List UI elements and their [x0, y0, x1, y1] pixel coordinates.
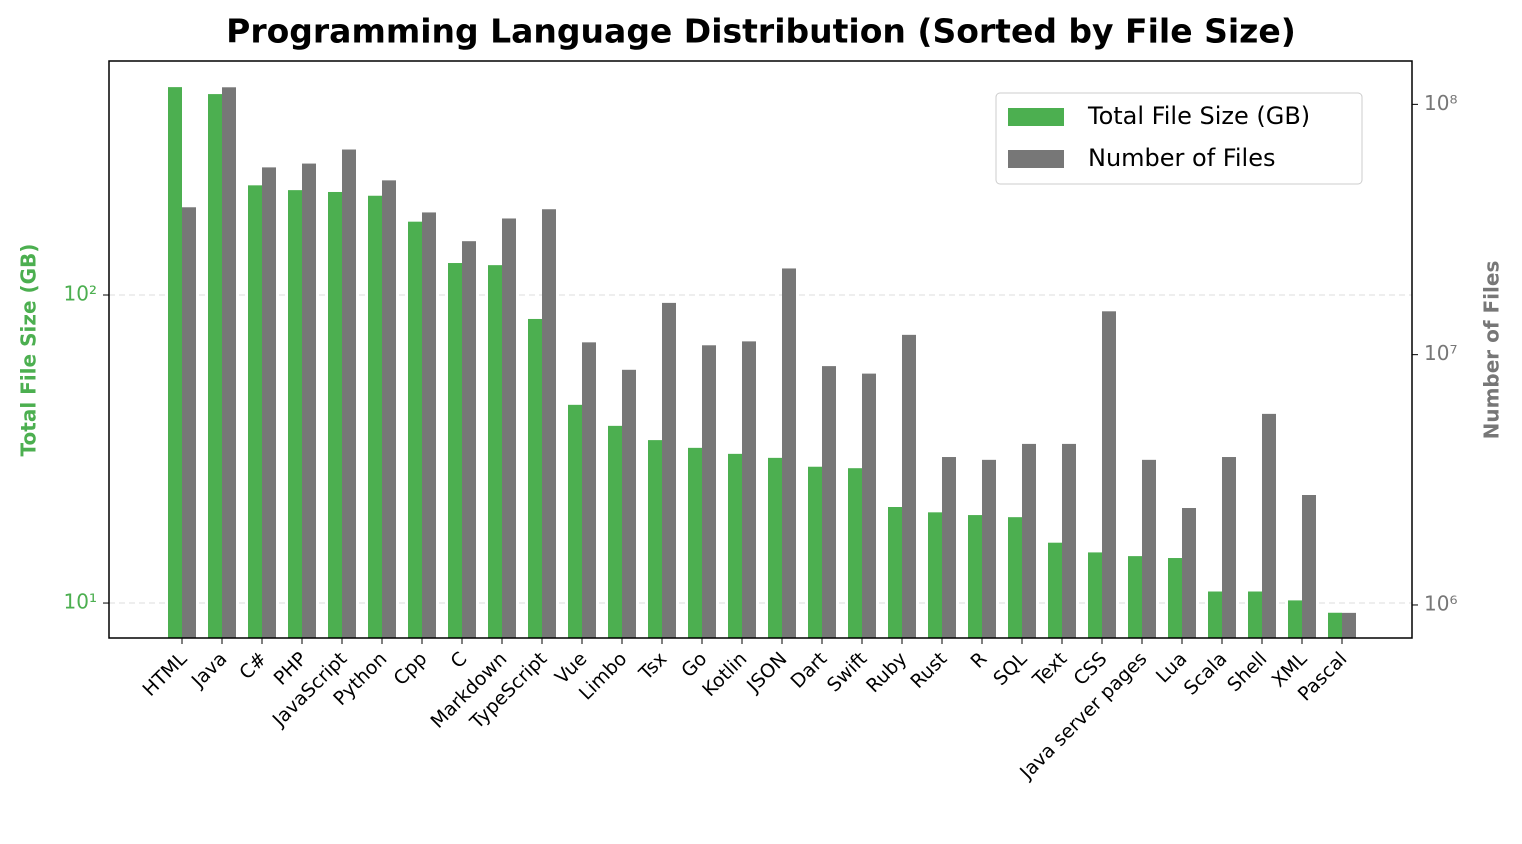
bar [582, 342, 596, 638]
bar [1102, 311, 1116, 638]
bar [688, 447, 702, 638]
bar [448, 263, 462, 638]
x-tick-label: Java [187, 648, 232, 693]
bar [928, 512, 942, 638]
legend-label: Total File Size (GB) [1087, 102, 1310, 130]
x-tick-label: Text [1028, 648, 1071, 691]
bar [222, 87, 236, 639]
legend-swatch [1008, 108, 1064, 126]
bar [1302, 495, 1316, 638]
bar [1262, 413, 1276, 638]
bar [648, 440, 662, 638]
bar [742, 341, 756, 638]
bar [182, 207, 196, 639]
x-tick-label: SQL [989, 648, 1031, 690]
bar [368, 195, 382, 638]
bar [542, 209, 556, 638]
legend-label: Number of Files [1088, 144, 1275, 172]
bar [302, 163, 316, 638]
bar [342, 149, 356, 638]
y2-tick-label: 10⁷ [1424, 341, 1457, 365]
x-tick-label: Rust [906, 648, 951, 693]
bar [1008, 517, 1022, 638]
y2-tick-label: 10⁸ [1424, 91, 1457, 115]
bar [942, 457, 956, 638]
bar [568, 404, 582, 638]
x-tick-label: C [446, 648, 471, 673]
bar [1222, 457, 1236, 638]
y2-tick-label: 10⁶ [1424, 591, 1457, 615]
bar [608, 425, 622, 638]
bar [488, 265, 502, 638]
x-tick-label: Cpp [389, 648, 431, 690]
bar [288, 190, 302, 639]
x-tick-label: HTML [138, 648, 191, 701]
y-tick-label: 10² [64, 282, 97, 306]
x-tick-label: Ruby [862, 648, 911, 697]
bar [408, 221, 422, 638]
bar [968, 515, 982, 638]
x-tick-label: Dart [786, 648, 831, 693]
y2-axis-label: Number of Files [1480, 261, 1504, 440]
bar [848, 468, 862, 638]
bar [888, 507, 902, 638]
x-tick-label: JSON [742, 648, 791, 697]
bar [662, 302, 676, 638]
bar [528, 318, 542, 638]
x-tick-label: Shell [1223, 648, 1271, 696]
bar [422, 212, 436, 638]
bar [1048, 542, 1062, 638]
bar [808, 466, 822, 638]
bar [1062, 443, 1076, 638]
bar [768, 457, 782, 638]
x-tick-label: C# [235, 648, 271, 684]
plot-frame [108, 60, 1413, 639]
bar [902, 334, 916, 638]
bar [462, 241, 476, 639]
bar [168, 87, 182, 639]
bar [1328, 612, 1342, 638]
bar [1022, 443, 1036, 638]
legend-swatch [1008, 150, 1064, 168]
bar [1248, 591, 1262, 638]
legend-box [995, 92, 1363, 185]
y-axis-label: Total File Size (GB) [17, 244, 41, 457]
x-tick-label: Tsx [634, 648, 671, 685]
x-tick-label: R [967, 648, 992, 673]
bar [1142, 459, 1156, 638]
chart-title: Programming Language Distribution (Sorte… [226, 12, 1296, 51]
bar [262, 167, 276, 639]
x-tick-label: Scala [1180, 648, 1232, 700]
bar [822, 366, 836, 638]
x-tick-label: Kotlin [698, 648, 751, 701]
bar [728, 453, 742, 638]
bar [982, 459, 996, 638]
bar [1342, 612, 1356, 638]
y-tick-label: 10¹ [64, 590, 97, 614]
bar [1182, 508, 1196, 638]
bar [1288, 600, 1302, 638]
bar [1208, 591, 1222, 638]
bar [1088, 552, 1102, 638]
bar [702, 345, 716, 638]
bar [328, 191, 342, 638]
bar [862, 373, 876, 638]
bar [1168, 558, 1182, 638]
bar [502, 218, 516, 638]
bar [208, 94, 222, 638]
bar [382, 180, 396, 638]
bar [248, 185, 262, 639]
bar [782, 268, 796, 638]
bar [1128, 556, 1142, 638]
bar [622, 369, 636, 638]
x-tick-label: Swift [823, 648, 872, 697]
